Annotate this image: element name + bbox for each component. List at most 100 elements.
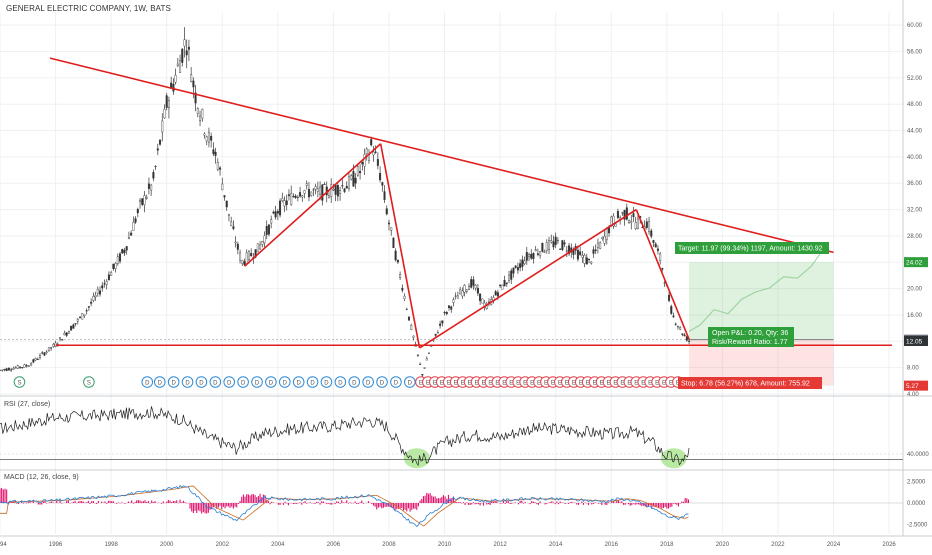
candle-body: [150, 184, 153, 191]
candle-body: [21, 366, 24, 368]
earnings-marker-letter: E: [558, 380, 562, 386]
candle-body: [347, 176, 350, 189]
macd-tick-label: 2.5000: [907, 479, 926, 485]
candle-body: [561, 240, 564, 250]
earnings-marker-letter: E: [627, 380, 631, 386]
candle-body: [407, 316, 410, 321]
candle-body: [281, 198, 284, 201]
candle-body: [132, 222, 135, 231]
rsi-oversold-highlight: [660, 448, 687, 469]
dividend-marker: [404, 376, 416, 388]
candle-body: [241, 260, 244, 264]
candle-body: [267, 224, 270, 235]
candle-body: [339, 190, 342, 194]
candle-body: [394, 250, 397, 261]
candle-body: [610, 216, 613, 226]
candle-body: [312, 189, 315, 191]
candle-body: [356, 166, 359, 176]
candle-body: [423, 367, 426, 369]
earnings-marker-letter: E: [620, 380, 624, 386]
candle-body: [36, 358, 39, 360]
candle-body: [652, 240, 655, 243]
earnings-marker-letter: E: [419, 380, 423, 386]
candle-body: [216, 162, 219, 170]
candle-body: [230, 221, 233, 226]
candle-body: [263, 235, 266, 243]
candle-body: [225, 200, 228, 208]
rsi-tick-label: 40.0000: [907, 452, 929, 458]
candle-body: [136, 209, 139, 214]
earnings-marker-letter: E: [454, 380, 458, 386]
price-tick-label: 40.00: [907, 155, 923, 161]
candle-body: [85, 310, 88, 312]
symbol-title: GENERAL ELECTRIC COMPANY, 1W, BATS: [6, 4, 171, 13]
dividend-marker-letter: D: [158, 380, 163, 386]
candle-body: [43, 352, 46, 356]
candle-body: [45, 351, 48, 353]
candle-body: [628, 220, 631, 223]
candle-body: [596, 242, 599, 248]
dividend-marker: [348, 376, 361, 388]
macd-line: [0, 484, 689, 528]
candle-body: [350, 175, 353, 180]
candles-group: [0, 27, 691, 377]
candle-body: [107, 274, 110, 281]
candle-body: [579, 251, 582, 255]
candle-body: [201, 109, 204, 119]
candle-body: [441, 320, 444, 324]
candle-body: [81, 313, 84, 320]
dividend-marker-letter: D: [199, 380, 204, 386]
candle-body: [163, 108, 166, 119]
earnings-marker-letter: E: [641, 380, 645, 386]
earnings-marker-letter: E: [544, 380, 548, 386]
candle-body: [223, 195, 226, 198]
candle-body: [319, 186, 322, 195]
candle-body: [234, 241, 237, 244]
candle-body: [568, 245, 571, 254]
candle-body: [179, 60, 182, 73]
dividend-marker-letter: D: [185, 380, 190, 386]
candle-body: [330, 184, 333, 197]
candle-body: [683, 334, 686, 337]
price-tick-label: 16.00: [907, 313, 923, 319]
candle-body: [481, 298, 484, 304]
candle-body: [283, 200, 286, 207]
candle-body: [210, 135, 213, 141]
candle-body: [12, 368, 15, 370]
candle-body: [256, 243, 259, 253]
candle-body: [30, 363, 33, 366]
candle-body: [221, 183, 224, 191]
candle-body: [528, 254, 531, 257]
dividend-marker-letter: D: [269, 380, 274, 386]
dividend-marker: [292, 376, 305, 388]
open-pnl-label: Open P&L: 0.20, Qty: 36: [712, 330, 788, 337]
candle-body: [23, 364, 26, 368]
candle-body: [445, 311, 448, 315]
dividend-marker: [209, 376, 222, 388]
candle-body: [396, 259, 399, 263]
candle-body: [539, 251, 542, 256]
candle-body: [41, 352, 44, 354]
candle-body: [39, 355, 42, 358]
candle-body: [621, 212, 624, 214]
candle-body: [365, 148, 368, 154]
candle-body: [508, 274, 511, 281]
candle-body: [685, 336, 688, 341]
candle-body: [454, 295, 457, 297]
earnings-marker-letter: E: [433, 380, 437, 386]
earnings-marker-letter: E: [600, 380, 604, 386]
candle-body: [323, 184, 326, 186]
candle-body: [588, 258, 591, 260]
candle-body: [688, 340, 691, 342]
dividend-marker-letter: D: [227, 380, 232, 386]
dividend-marker: [237, 376, 249, 388]
last-price-tag: 12.05: [906, 338, 923, 345]
candle-body: [145, 196, 148, 199]
dividend-marker: [251, 376, 263, 388]
earnings-marker-letter: E: [447, 380, 451, 386]
candle-body: [105, 281, 108, 285]
candle-body: [576, 249, 579, 260]
macd-signal-line: [0, 485, 689, 527]
